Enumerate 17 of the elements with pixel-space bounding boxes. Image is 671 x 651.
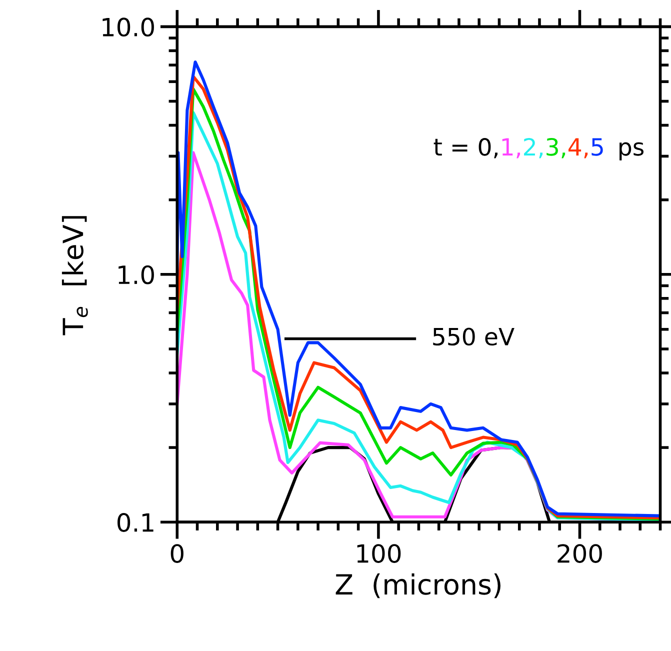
legend-title: t = xyxy=(434,138,468,156)
x-axis-title: Z (microns) xyxy=(336,573,500,598)
y-tick-label: 0.1 xyxy=(118,513,154,532)
text: 1, xyxy=(502,138,520,158)
y-tick-label: 1.0 xyxy=(118,265,154,284)
y-tick-label: 10.0 xyxy=(102,18,154,37)
text: 0, xyxy=(478,138,498,158)
y-axis-title: T$_{e}$ [keV] xyxy=(62,216,88,336)
x-tick-label: 0 xyxy=(170,544,184,563)
x-tick-label: 100 xyxy=(357,544,401,563)
annotation: 550 eV xyxy=(433,328,514,346)
annotation: ps xyxy=(620,142,644,160)
text: 2, xyxy=(524,138,543,158)
text: 4, xyxy=(568,138,588,158)
text: 5 xyxy=(592,138,603,156)
text: 3, xyxy=(546,138,566,158)
x-tick-label: 200 xyxy=(558,544,602,563)
